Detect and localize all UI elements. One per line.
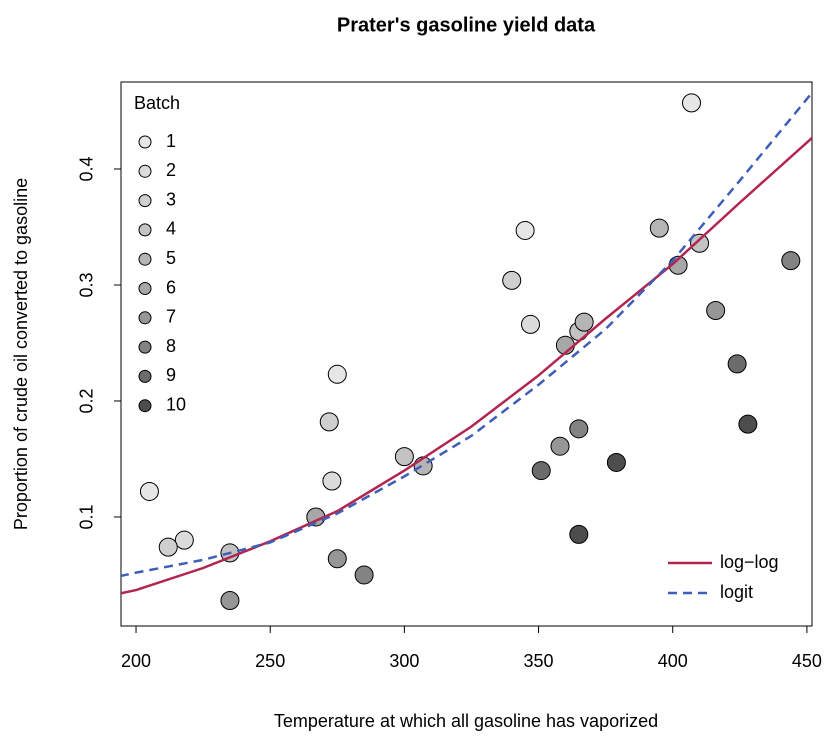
x-tick-label: 400 (658, 651, 688, 671)
legend-swatch (138, 399, 152, 413)
point (354, 565, 374, 585)
legend-label: 1 (166, 131, 176, 151)
point (550, 436, 570, 456)
legend-label: 8 (166, 336, 176, 356)
point (220, 590, 240, 610)
legend-label: logit (720, 582, 753, 602)
point (139, 481, 159, 501)
point (690, 233, 710, 253)
legend-label: 4 (166, 219, 176, 239)
point (738, 414, 758, 434)
legend-swatch (138, 135, 152, 149)
point (727, 354, 747, 374)
legend-swatch (138, 194, 152, 208)
x-tick-label: 350 (524, 651, 554, 671)
point (706, 301, 726, 321)
chart-title: Prater's gasoline yield data (337, 14, 596, 36)
point (521, 314, 541, 334)
legend-label: 3 (166, 189, 176, 209)
point (569, 524, 589, 544)
point (781, 251, 801, 271)
point (606, 452, 626, 472)
legend-label: log−log (720, 552, 779, 572)
fit-line (121, 91, 812, 578)
legend-swatch (138, 311, 152, 325)
point (569, 419, 589, 439)
x-axis-label: Temperature at which all gasoline has va… (274, 711, 658, 731)
legend-swatch (138, 223, 152, 237)
point (574, 312, 594, 332)
point (322, 471, 342, 491)
point (174, 530, 194, 550)
legend-swatch (138, 282, 152, 295)
point (394, 447, 414, 467)
point (682, 93, 702, 113)
fit-line (121, 136, 812, 595)
x-tick-label: 250 (255, 651, 285, 671)
y-tick-label: 0.2 (77, 388, 97, 413)
legend-swatch (138, 369, 152, 383)
y-tick-label: 0.1 (77, 504, 97, 529)
point (515, 220, 535, 240)
point (531, 461, 551, 481)
plot-frame (120, 81, 813, 627)
legend-swatch (138, 252, 152, 266)
x-tick-label: 450 (792, 651, 822, 671)
y-axis-label: Proportion of crude oil converted to gas… (11, 178, 31, 530)
point (158, 537, 178, 557)
point (502, 270, 522, 290)
legend-label: 7 (166, 307, 176, 327)
legend-label: 5 (166, 248, 176, 268)
legend-label: 10 (166, 394, 186, 414)
legend-label: 6 (166, 277, 176, 297)
x-tick-label: 300 (389, 651, 419, 671)
legend-label: 2 (166, 160, 176, 180)
legend-swatch (138, 164, 152, 178)
point (327, 364, 347, 384)
legend-swatch (138, 340, 152, 354)
legend-title: Batch (134, 93, 180, 113)
y-tick-label: 0.3 (77, 272, 97, 297)
point (319, 412, 339, 432)
y-tick-label: 0.4 (77, 156, 97, 181)
point (327, 549, 347, 569)
x-tick-label: 200 (121, 651, 151, 671)
point (649, 218, 669, 238)
legend-label: 9 (166, 365, 176, 385)
